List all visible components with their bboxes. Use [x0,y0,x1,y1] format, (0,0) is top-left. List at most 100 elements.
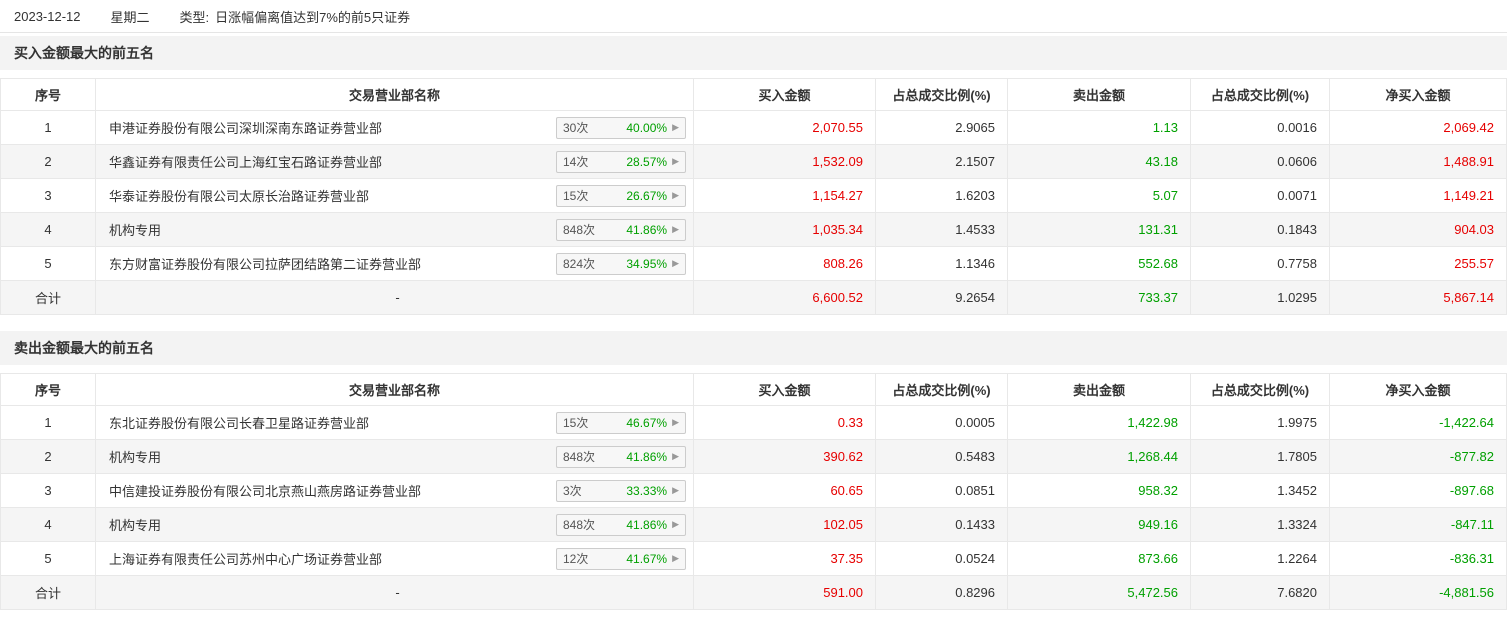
seq-cell: 3 [0,178,96,213]
chevron-right-icon: ▶ [672,553,679,563]
broker-cell: 华泰证券股份有限公司太原长治路证券营业部 15次 26.67% ▶ [95,178,694,213]
table-row: 2 机构专用 848次 41.86% ▶ 390.62 0.5483 1,268… [0,439,1507,474]
appearance-count-badge[interactable]: 30次 40.00% ▶ [556,116,686,139]
broker-cell: 机构专用 848次 41.86% ▶ [95,212,694,247]
buy-ratio-cell: 2.9065 [875,110,1008,145]
col-sell-ratio: 占总成交比例(%) [1190,78,1330,111]
col-net-amount: 净买入金额 [1329,78,1507,111]
broker-name[interactable]: 机构专用 [109,518,162,533]
chevron-right-icon: ▶ [672,417,679,427]
seq-cell: 1 [0,405,96,440]
col-sell-amount: 卖出金额 [1007,373,1191,406]
table-row: 5 上海证券有限责任公司苏州中心广场证券营业部 12次 41.67% ▶ 37.… [0,541,1507,576]
win-rate: 46.67% [626,415,668,430]
broker-name[interactable]: - [395,290,400,305]
net-amount-cell: -836.31 [1329,541,1507,576]
col-seq: 序号 [0,78,96,111]
broker-name[interactable]: 华鑫证券有限责任公司上海红宝石路证券营业部 [109,155,383,170]
win-rate: 34.95% [626,256,668,271]
sell-amount-cell: 5,472.56 [1007,575,1191,610]
appearance-count-badge[interactable]: 12次 41.67% ▶ [556,547,686,570]
broker-name[interactable]: 上海证券有限责任公司苏州中心广场证券营业部 [109,552,383,567]
net-amount-cell: 904.03 [1329,212,1507,247]
sell-ratio-cell: 0.0071 [1190,178,1330,213]
broker-name[interactable]: 华泰证券股份有限公司太原长治路证券营业部 [109,189,370,204]
chevron-right-icon: ▶ [672,258,679,268]
table-row: 4 机构专用 848次 41.86% ▶ 102.05 0.1433 949.1… [0,507,1507,542]
seq-cell: 4 [0,212,96,247]
sell-ratio-cell: 0.0016 [1190,110,1330,145]
table-row: 4 机构专用 848次 41.86% ▶ 1,035.34 1.4533 131… [0,212,1507,247]
sell-amount-cell: 552.68 [1007,246,1191,281]
buy-ratio-cell: 1.6203 [875,178,1008,213]
broker-cell: 东北证券股份有限公司长春卫星路证券营业部 15次 46.67% ▶ [95,405,694,440]
win-rate: 40.00% [626,120,668,135]
buy-amount-cell: 1,154.27 [693,178,876,213]
broker-name[interactable]: - [395,585,400,600]
broker-name[interactable]: 申港证券股份有限公司深圳深南东路证券营业部 [109,121,383,136]
sell-amount-cell: 5.07 [1007,178,1191,213]
col-buy-ratio: 占总成交比例(%) [875,373,1008,406]
sell-ratio-cell: 1.3452 [1190,473,1330,508]
buy-amount-cell: 1,035.34 [693,212,876,247]
net-amount-cell: 1,488.91 [1329,144,1507,179]
chevron-right-icon: ▶ [672,451,679,461]
appearance-count: 30次 [563,121,589,135]
seq-cell: 合计 [0,575,96,610]
buy-ratio-cell: 1.1346 [875,246,1008,281]
buy-ratio-cell: 0.1433 [875,507,1008,542]
appearance-count-badge[interactable]: 14次 28.57% ▶ [556,150,686,173]
win-rate: 41.86% [626,222,668,237]
win-rate: 28.57% [626,154,668,169]
sell-amount-cell: 1.13 [1007,110,1191,145]
table-row: 合计 - 6,600.52 9.2654 733.37 1.0295 5,867… [0,280,1507,315]
buy-ratio-cell: 0.5483 [875,439,1008,474]
broker-name[interactable]: 机构专用 [109,450,162,465]
sell-ratio-cell: 1.9975 [1190,405,1330,440]
seq-cell: 1 [0,110,96,145]
appearance-count: 824次 [563,257,596,271]
appearance-count-badge[interactable]: 15次 46.67% ▶ [556,411,686,434]
col-broker-name: 交易营业部名称 [95,78,694,111]
appearance-count-badge[interactable]: 824次 34.95% ▶ [556,252,686,275]
appearance-count-badge[interactable]: 848次 41.86% ▶ [556,218,686,241]
col-net-amount: 净买入金额 [1329,373,1507,406]
table-row: 3 华泰证券股份有限公司太原长治路证券营业部 15次 26.67% ▶ 1,15… [0,178,1507,213]
sell-amount-cell: 733.37 [1007,280,1191,315]
sell-amount-cell: 43.18 [1007,144,1191,179]
sell-amount-cell: 958.32 [1007,473,1191,508]
appearance-count-badge[interactable]: 848次 41.86% ▶ [556,445,686,468]
sell-ratio-cell: 1.3324 [1190,507,1330,542]
net-amount-cell: 2,069.42 [1329,110,1507,145]
sell-amount-cell: 949.16 [1007,507,1191,542]
buy-top5-section: 买入金额最大的前五名 序号 交易营业部名称 买入金额 占总成交比例(%) 卖出金… [0,36,1507,315]
broker-cell: 机构专用 848次 41.86% ▶ [95,439,694,474]
seq-cell: 5 [0,541,96,576]
broker-name[interactable]: 东方财富证券股份有限公司拉萨团结路第二证券营业部 [109,257,422,272]
col-seq: 序号 [0,373,96,406]
appearance-count-badge[interactable]: 15次 26.67% ▶ [556,184,686,207]
chevron-right-icon: ▶ [672,224,679,234]
net-amount-cell: -877.82 [1329,439,1507,474]
seq-cell: 合计 [0,280,96,315]
win-rate: 33.33% [626,483,668,498]
buy-amount-cell: 6,600.52 [693,280,876,315]
weekday-label: 星期二 [110,9,150,25]
broker-name[interactable]: 中信建投证券股份有限公司北京燕山燕房路证券营业部 [109,484,422,499]
win-rate: 41.86% [626,517,668,532]
buy-amount-cell: 0.33 [693,405,876,440]
broker-cell: 上海证券有限责任公司苏州中心广场证券营业部 12次 41.67% ▶ [95,541,694,576]
seq-cell: 3 [0,473,96,508]
sell-table-body: 1 东北证券股份有限公司长春卫星路证券营业部 15次 46.67% ▶ 0.33… [0,405,1507,610]
sell-ratio-cell: 0.0606 [1190,144,1330,179]
broker-cell: 东方财富证券股份有限公司拉萨团结路第二证券营业部 824次 34.95% ▶ [95,246,694,281]
broker-name[interactable]: 东北证券股份有限公司长春卫星路证券营业部 [109,416,370,431]
col-buy-ratio: 占总成交比例(%) [875,78,1008,111]
seq-cell: 2 [0,144,96,179]
sell-top5-section: 卖出金额最大的前五名 序号 交易营业部名称 买入金额 占总成交比例(%) 卖出金… [0,331,1507,610]
broker-name[interactable]: 机构专用 [109,223,162,238]
table-row: 3 中信建投证券股份有限公司北京燕山燕房路证券营业部 3次 33.33% ▶ 6… [0,473,1507,508]
appearance-count-badge[interactable]: 3次 33.33% ▶ [556,479,686,502]
sell-ratio-cell: 7.6820 [1190,575,1330,610]
appearance-count-badge[interactable]: 848次 41.86% ▶ [556,513,686,536]
